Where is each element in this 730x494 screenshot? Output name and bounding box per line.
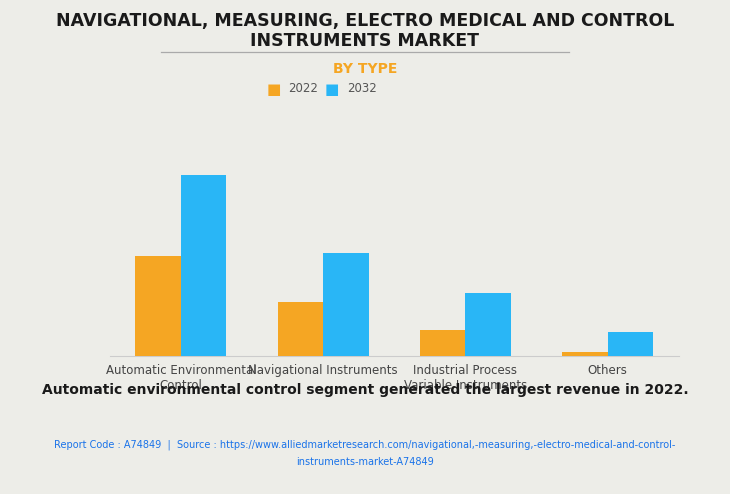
Text: Report Code : A74849  |  Source : https://www.alliedmarketresearch.com/navigatio: Report Code : A74849 | Source : https://… — [54, 440, 676, 450]
Bar — [420, 330, 465, 356]
Text: INSTRUMENTS MARKET: INSTRUMENTS MARKET — [250, 32, 480, 50]
Bar — [277, 301, 323, 356]
Text: ■: ■ — [325, 82, 339, 96]
Bar — [323, 253, 369, 356]
Text: 2022: 2022 — [288, 82, 318, 94]
Text: Automatic environmental control segment generated the largest revenue in 2022.: Automatic environmental control segment … — [42, 383, 688, 397]
Text: 2032: 2032 — [347, 82, 377, 94]
Text: NAVIGATIONAL, MEASURING, ELECTRO MEDICAL AND CONTROL: NAVIGATIONAL, MEASURING, ELECTRO MEDICAL… — [55, 12, 675, 30]
Bar — [135, 256, 181, 356]
Bar — [607, 332, 653, 356]
Text: ■: ■ — [266, 82, 281, 96]
Bar — [562, 352, 607, 356]
Bar — [181, 175, 226, 356]
Bar — [465, 292, 511, 356]
Text: BY TYPE: BY TYPE — [333, 62, 397, 76]
Text: instruments-market-A74849: instruments-market-A74849 — [296, 457, 434, 467]
